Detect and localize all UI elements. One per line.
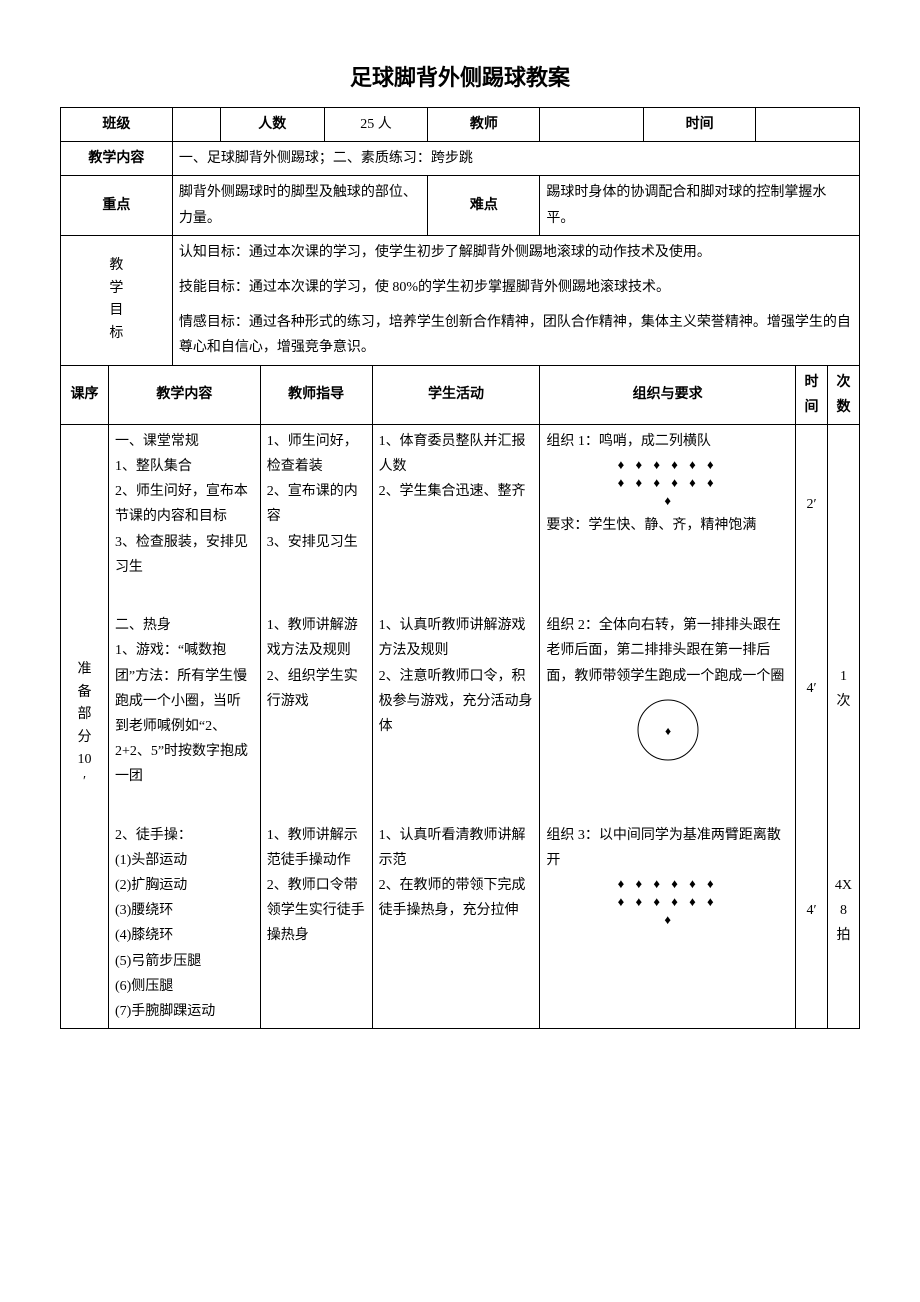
- prep-guide-3: 1、教师讲解示范徒手操动作 2、教师口令带领学生实行徒手操热身: [260, 794, 372, 1029]
- key-value: 脚背外侧踢球时的脚型及触球的部位、力量。: [172, 176, 428, 235]
- class-value: [172, 108, 220, 142]
- prep-time-3: 4′: [796, 794, 828, 1029]
- col-count: 次数: [827, 365, 859, 424]
- prep-seq-text: 准备部分10′: [77, 659, 91, 793]
- f3-r1: ♦ ♦ ♦ ♦ ♦ ♦: [618, 876, 718, 891]
- goal-label: 教学目标: [61, 235, 173, 365]
- col-org: 组织与要求: [540, 365, 796, 424]
- s3-0: 1、认真听看清教师讲解示范: [379, 828, 526, 868]
- g1-1: 2、宣布课的内容: [267, 484, 358, 524]
- f1-leader: ♦: [664, 493, 671, 508]
- o2-title: 组织 2：全体向右转，第一排排头跟在老师后面，第二排排头跟在第一排后面，教师带领…: [546, 618, 784, 683]
- p3-i3: (4)膝绕环: [115, 928, 173, 943]
- formation-3: ♦ ♦ ♦ ♦ ♦ ♦ ♦ ♦ ♦ ♦ ♦ ♦ ♦: [546, 875, 789, 930]
- g3-0: 1、教师讲解示范徒手操动作: [267, 828, 358, 868]
- class-label: 班级: [61, 108, 173, 142]
- page-title: 足球脚背外侧踢球教案: [60, 60, 860, 92]
- goal-row: 教学目标 认知目标：通过本次课的学习，使学生初步了解脚背外侧踢地滚球的动作技术及…: [61, 235, 860, 365]
- prep-org-3: 组织 3：以中间同学为基准两臂距离散开 ♦ ♦ ♦ ♦ ♦ ♦ ♦ ♦ ♦ ♦ …: [540, 794, 796, 1029]
- prep-count-2: 1次: [827, 584, 859, 794]
- key-label: 重点: [61, 176, 173, 235]
- prep-row-1: 准备部分10′ 一、课堂常规 1、整队集合 2、师生问好，宣布本节课的内容和目标…: [61, 424, 860, 584]
- circle-diagram: ♦: [546, 695, 789, 774]
- col-guide: 教师指导: [260, 365, 372, 424]
- s3-1: 2、在教师的带领下完成徒手操热身，充分拉伸: [379, 878, 526, 918]
- prep-row-2: 二、热身 1、游戏：“喊数抱团”方法：所有学生慢跑成一个小圈，当听到老师喊例如“…: [61, 584, 860, 794]
- g1-0: 1、师生问好，检查着装: [267, 434, 358, 474]
- prep-count-3: 4X8拍: [827, 794, 859, 1029]
- g1-2: 3、安排见习生: [267, 535, 358, 550]
- prep-org-2: 组织 2：全体向右转，第一排排头跟在老师后面，第二排排头跟在第一排后面，教师带领…: [540, 584, 796, 794]
- p1-title: 一、课堂常规: [115, 434, 199, 449]
- goal-label-text: 教学目标: [109, 255, 123, 345]
- goal-line-2: 技能目标：通过本次课的学习，使 80%的学生初步掌握脚背外侧踢地滚球技术。: [179, 275, 853, 300]
- p3-i0: (1)头部运动: [115, 853, 187, 868]
- count-value: 25 人: [324, 108, 428, 142]
- s1-0: 1、体育委员整队并汇报人数: [379, 434, 526, 474]
- prep-content-1: 一、课堂常规 1、整队集合 2、师生问好，宣布本节课的内容和目标 3、检查服装，…: [108, 424, 260, 584]
- content-row: 教学内容 一、足球脚背外侧踢球；二、素质练习：跨步跳: [61, 142, 860, 176]
- goal-line-1: 认知目标：通过本次课的学习，使学生初步了解脚背外侧踢地滚球的动作技术及使用。: [179, 240, 853, 265]
- prep-student-1: 1、体育委员整队并汇报人数 2、学生集合迅速、整齐: [372, 424, 540, 584]
- circle-icon: ♦: [633, 695, 703, 765]
- prep-row-3: 2、徒手操： (1)头部运动 (2)扩胸运动 (3)腰绕环 (4)膝绕环 (5)…: [61, 794, 860, 1029]
- g2-0: 1、教师讲解游戏方法及规则: [267, 618, 358, 658]
- f1-r1: ♦ ♦ ♦ ♦ ♦ ♦: [618, 457, 718, 472]
- diff-label: 难点: [428, 176, 540, 235]
- prep-count-1: [827, 424, 859, 584]
- p3-title: 2、徒手操：: [115, 828, 192, 843]
- o1-title: 组织 1：鸣哨，成二列横队: [546, 434, 711, 449]
- col-content: 教学内容: [108, 365, 260, 424]
- s2-0: 1、认真听教师讲解游戏方法及规则: [379, 618, 526, 658]
- p1-i2: 3、检查服装，安排见习生: [115, 535, 248, 575]
- count-label: 人数: [220, 108, 324, 142]
- prep-time-2: 4′: [796, 584, 828, 794]
- o1-req: 要求：学生快、静、齐，精神饱满: [546, 518, 756, 533]
- f1-r2: ♦ ♦ ♦ ♦ ♦ ♦: [618, 475, 718, 490]
- p3-i4: (5)弓箭步压腿: [115, 954, 201, 969]
- lesson-plan-table: 班级 人数 25 人 教师 时间 教学内容 一、足球脚背外侧踢球；二、素质练习：…: [60, 107, 860, 1029]
- p3-i2: (3)腰绕环: [115, 903, 173, 918]
- prep-guide-1: 1、师生问好，检查着装 2、宣布课的内容 3、安排见习生: [260, 424, 372, 584]
- col-seq: 课序: [61, 365, 109, 424]
- time-label: 时间: [644, 108, 756, 142]
- col-student: 学生活动: [372, 365, 540, 424]
- f3-r2: ♦ ♦ ♦ ♦ ♦ ♦: [618, 894, 718, 909]
- goal-line-3: 情感目标：通过各种形式的练习，培养学生创新合作精神，团队合作精神，集体主义荣誉精…: [179, 310, 853, 360]
- teacher-label: 教师: [428, 108, 540, 142]
- s1-1: 2、学生集合迅速、整齐: [379, 484, 526, 499]
- g3-1: 2、教师口令带领学生实行徒手操热身: [267, 878, 365, 943]
- teacher-value: [540, 108, 644, 142]
- f3-leader: ♦: [664, 912, 671, 927]
- p3-i6: (7)手腕脚踝运动: [115, 1004, 215, 1019]
- meta-row: 班级 人数 25 人 教师 时间: [61, 108, 860, 142]
- diff-value: 踢球时身体的协调配合和脚对球的控制掌握水平。: [540, 176, 860, 235]
- o3-title: 组织 3：以中间同学为基准两臂距离散开: [546, 828, 781, 868]
- svg-text:♦: ♦: [665, 724, 671, 738]
- key-diff-row: 重点 脚背外侧踢球时的脚型及触球的部位、力量。 难点 踢球时身体的协调配合和脚对…: [61, 176, 860, 235]
- col-time: 时间: [796, 365, 828, 424]
- s2-1: 2、注意听教师口令，积极参与游戏，充分活动身体: [379, 669, 533, 734]
- time-value: [756, 108, 860, 142]
- prep-content-2: 二、热身 1、游戏：“喊数抱团”方法：所有学生慢跑成一个小圈，当听到老师喊例如“…: [108, 584, 260, 794]
- p1-i0: 1、整队集合: [115, 459, 192, 474]
- formation-1: ♦ ♦ ♦ ♦ ♦ ♦ ♦ ♦ ♦ ♦ ♦ ♦ ♦: [546, 456, 789, 511]
- prep-time-1: 2′: [796, 424, 828, 584]
- content-value: 一、足球脚背外侧踢球；二、素质练习：跨步跳: [172, 142, 859, 176]
- prep-seq: 准备部分10′: [61, 424, 109, 1028]
- g2-1: 2、组织学生实行游戏: [267, 669, 358, 709]
- prep-student-3: 1、认真听看清教师讲解示范 2、在教师的带领下完成徒手操热身，充分拉伸: [372, 794, 540, 1029]
- prep-content-3: 2、徒手操： (1)头部运动 (2)扩胸运动 (3)腰绕环 (4)膝绕环 (5)…: [108, 794, 260, 1029]
- goal-value: 认知目标：通过本次课的学习，使学生初步了解脚背外侧踢地滚球的动作技术及使用。 技…: [172, 235, 859, 365]
- prep-guide-2: 1、教师讲解游戏方法及规则 2、组织学生实行游戏: [260, 584, 372, 794]
- content-label: 教学内容: [61, 142, 173, 176]
- p3-i5: (6)侧压腿: [115, 979, 173, 994]
- prep-student-2: 1、认真听教师讲解游戏方法及规则 2、注意听教师口令，积极参与游戏，充分活动身体: [372, 584, 540, 794]
- section-header: 课序 教学内容 教师指导 学生活动 组织与要求 时间 次数: [61, 365, 860, 424]
- prep-org-1: 组织 1：鸣哨，成二列横队 ♦ ♦ ♦ ♦ ♦ ♦ ♦ ♦ ♦ ♦ ♦ ♦ ♦ …: [540, 424, 796, 584]
- p3-i1: (2)扩胸运动: [115, 878, 187, 893]
- p2-i0: 1、游戏：“喊数抱团”方法：所有学生慢跑成一个小圈，当听到老师喊例如“2、2+2…: [115, 643, 248, 784]
- p2-title: 二、热身: [115, 618, 171, 633]
- p1-i1: 2、师生问好，宣布本节课的内容和目标: [115, 484, 248, 524]
